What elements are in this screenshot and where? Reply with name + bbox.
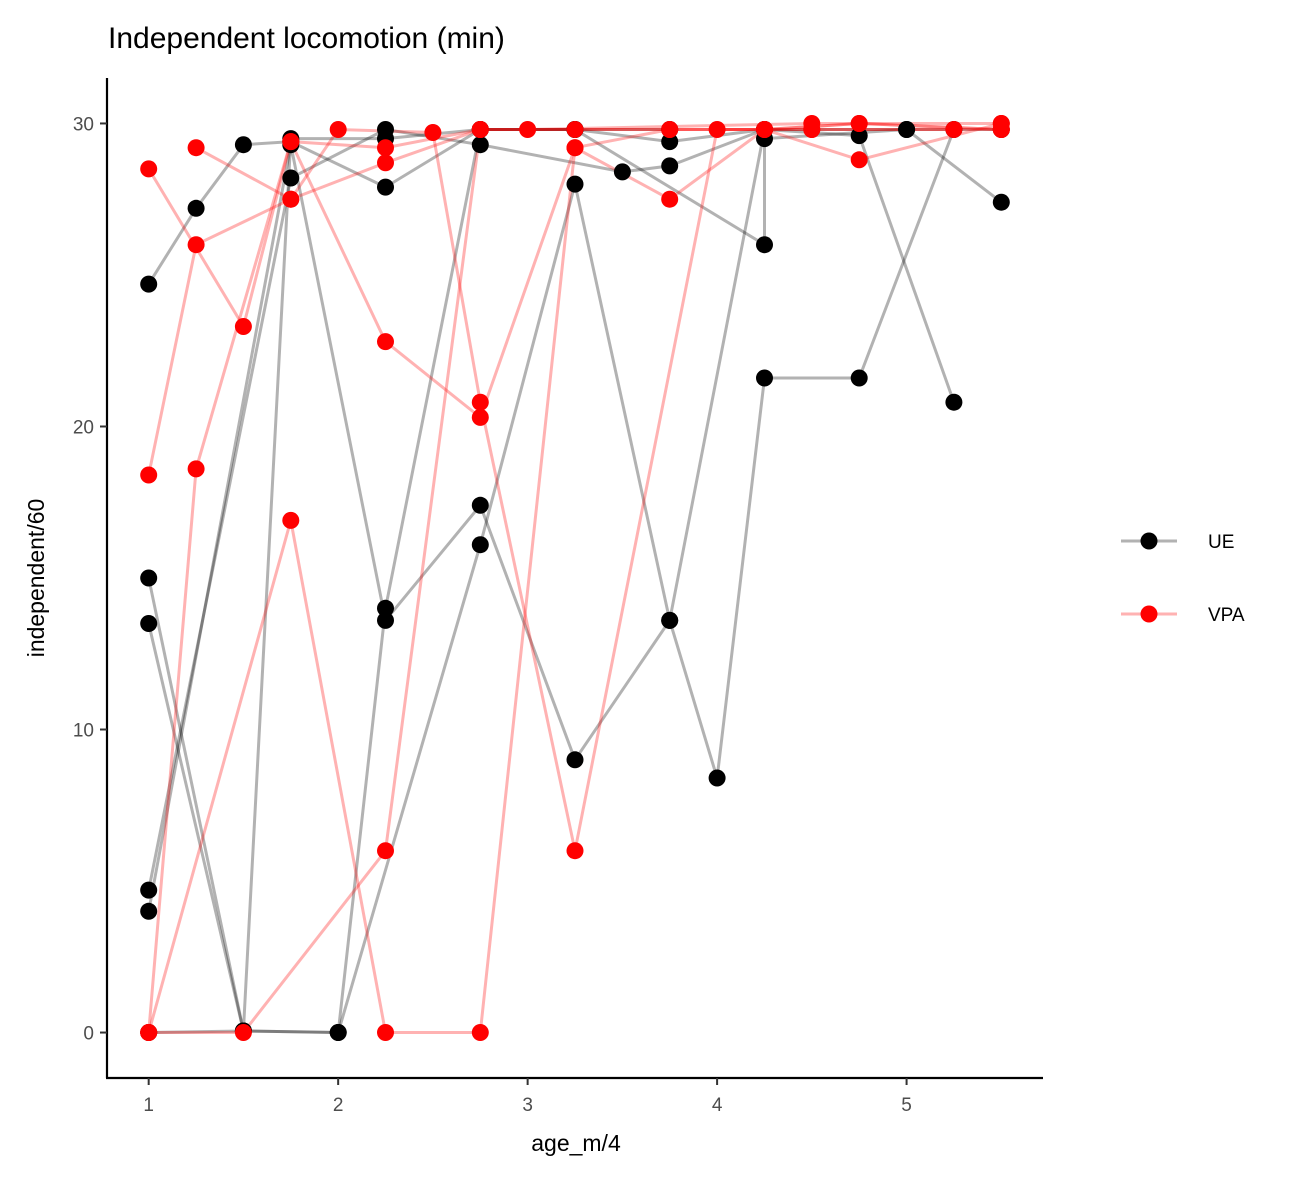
chart-title: Independent locomotion (min) (108, 22, 505, 55)
series-line-ue-5 (147, 128, 956, 912)
data-point-ue (945, 393, 963, 411)
data-point-ue (661, 157, 679, 175)
data-point-vpa (850, 151, 868, 169)
data-point-ue (566, 175, 584, 193)
data-point-vpa (140, 1024, 158, 1041)
data-point-ue (140, 881, 158, 899)
y-tick-label: 30 (73, 114, 94, 135)
data-point-vpa (661, 190, 679, 208)
data-point-vpa (282, 190, 300, 208)
data-point-ue (329, 1024, 347, 1041)
data-point-vpa (377, 842, 394, 860)
data-point-vpa (519, 121, 537, 138)
data-point-ue (140, 275, 158, 293)
series-line-vpa-9 (147, 122, 1002, 1033)
x-axis-ticks: 1 2 3 4 5 (143, 1078, 912, 1116)
data-point-ue (187, 199, 205, 217)
data-point-ue (566, 751, 584, 769)
data-point-vpa (471, 1024, 489, 1041)
data-point-ue (756, 236, 773, 254)
legend-label: VPA (1208, 605, 1245, 626)
legend: UE VPA (1121, 532, 1245, 626)
data-point-ue (992, 193, 1010, 211)
data-point-vpa (377, 139, 394, 157)
data-point-vpa (471, 408, 489, 426)
data-point-vpa (566, 121, 584, 138)
data-point-vpa (187, 139, 205, 157)
data-point-ue (140, 615, 158, 632)
x-tick-label: 4 (712, 1095, 723, 1116)
data-point-ue (850, 127, 868, 145)
series-line-vpa-10 (147, 121, 1002, 1034)
series-points (140, 115, 1010, 1041)
series-line-vpa-12 (148, 121, 1002, 1034)
x-tick-label: 2 (333, 1095, 344, 1116)
data-point-ue (661, 133, 679, 151)
data-point-vpa (708, 121, 726, 138)
data-point-vpa (756, 121, 773, 138)
data-point-vpa (187, 460, 205, 478)
data-point-ue (377, 611, 394, 629)
data-point-vpa (234, 318, 252, 335)
data-point-vpa (140, 466, 158, 484)
data-point-ue (471, 136, 489, 154)
data-point-ue (140, 902, 158, 920)
legend-item-ue: UE (1121, 532, 1234, 553)
data-point-vpa (187, 236, 205, 254)
data-point-ue (234, 136, 252, 154)
y-tick-label: 10 (73, 721, 94, 742)
y-axis-title: independent/60 (23, 499, 49, 658)
data-point-vpa (234, 1024, 252, 1041)
data-point-vpa (992, 121, 1010, 138)
data-point-vpa (282, 133, 300, 151)
legend-label: UE (1208, 532, 1234, 553)
data-point-ue (613, 163, 631, 181)
data-point-vpa (471, 393, 489, 411)
data-point-vpa (661, 121, 679, 138)
data-point-vpa (140, 160, 158, 178)
data-point-ue (708, 769, 726, 787)
data-point-vpa (282, 511, 300, 529)
data-point-ue (282, 169, 300, 187)
series-line-ue-6 (148, 128, 1002, 1035)
data-point-vpa (566, 139, 584, 157)
legend-key-point (1140, 532, 1158, 550)
x-tick-label: 3 (522, 1095, 533, 1116)
legend-item-vpa: VPA (1121, 605, 1245, 626)
data-point-ue (471, 496, 489, 514)
data-point-vpa (377, 1024, 394, 1041)
data-point-vpa (377, 154, 394, 172)
data-point-ue (140, 569, 158, 587)
data-point-vpa (424, 124, 442, 141)
data-point-ue (377, 178, 394, 196)
y-tick-label: 20 (73, 417, 94, 438)
data-point-vpa (850, 115, 868, 132)
data-point-vpa (329, 121, 347, 138)
data-point-ue (661, 611, 679, 629)
data-point-ue (377, 599, 394, 617)
data-point-vpa (471, 121, 489, 138)
y-tick-label: 0 (83, 1024, 94, 1045)
series-line-ue-4 (147, 127, 1003, 891)
data-point-ue (377, 121, 394, 138)
series-lines (147, 121, 1003, 1035)
data-point-ue (471, 536, 489, 554)
data-point-vpa (803, 121, 821, 138)
data-point-vpa (566, 842, 584, 860)
data-point-ue (898, 121, 916, 138)
data-point-vpa (945, 121, 963, 138)
x-axis-title: age_m/4 (531, 1130, 621, 1156)
data-point-ue (756, 369, 773, 387)
legend-key-point (1140, 605, 1158, 623)
x-tick-label: 1 (143, 1095, 154, 1116)
y-axis-ticks: 0 10 20 30 (73, 114, 107, 1045)
data-point-ue (850, 369, 868, 387)
x-tick-label: 5 (901, 1095, 912, 1116)
data-point-vpa (377, 333, 394, 351)
